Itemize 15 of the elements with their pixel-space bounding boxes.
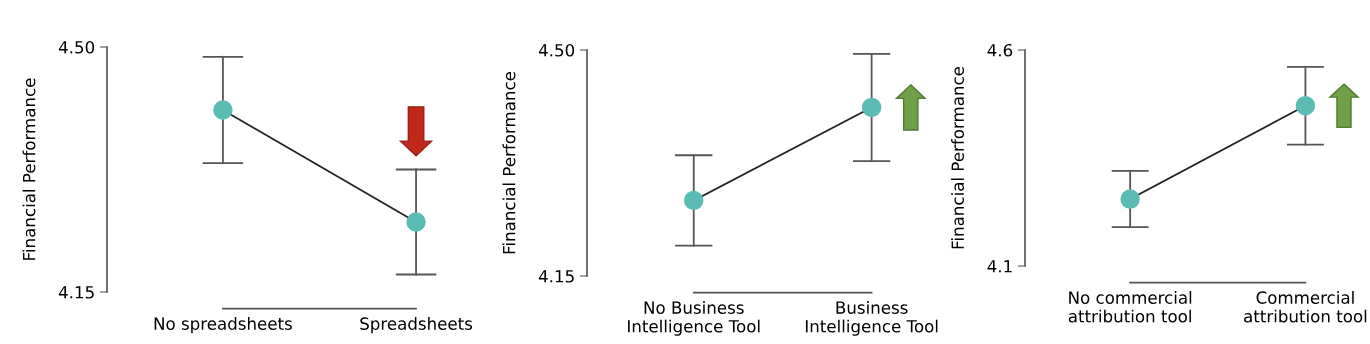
y-tick-label: 4.15	[58, 286, 94, 299]
y-axis-title: Financial Performance	[22, 78, 36, 260]
x-tick-label: No Business Intelligence Tool	[628, 301, 760, 336]
y-tick-label: 4.6	[987, 43, 1013, 57]
x-tick-label: No spreadsheets	[154, 317, 292, 334]
x-tick-label: Business Intelligence Tool	[805, 301, 938, 336]
y-tick-label: 4.50	[58, 40, 95, 54]
x-tick-label: Commercial attribution tool	[1244, 291, 1367, 323]
y-tick-label: 4.1	[987, 260, 1012, 273]
y-tick-label: 4.50	[538, 43, 575, 57]
x-tick-label: No commercial attribution tool	[1068, 291, 1192, 323]
y-axis-title: Financial Performance	[951, 66, 965, 249]
y-tick-label: 4.15	[538, 270, 574, 283]
y-axis-title: Financial Performance	[502, 71, 516, 254]
x-tick-label: Spreadsheets	[360, 317, 473, 334]
